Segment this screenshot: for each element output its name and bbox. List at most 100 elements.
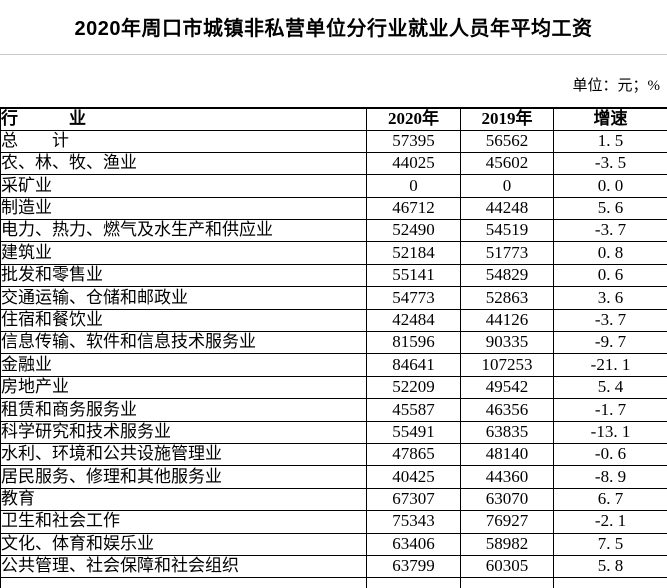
industry-cell: 住宿和餐饮业 xyxy=(0,308,367,333)
table-row: 信息传输、软件和信息技术服务业 81596 90335 -9. 7 xyxy=(0,331,667,355)
table-row: 住宿和餐饮业 42484 44126 -3. 7 xyxy=(0,308,667,333)
growth-cell: -21. 1 xyxy=(553,353,667,377)
table-row: 采矿业 0 0 0. 0 xyxy=(0,174,667,198)
industry-cell: 教育 xyxy=(0,487,367,512)
wage-2019-cell: 52863 xyxy=(460,286,554,310)
wage-2019-cell: 54829 xyxy=(460,263,554,288)
industry-cell: 金融业 xyxy=(0,353,367,377)
wage-2019-cell: 0 xyxy=(460,174,554,198)
industry-cell: 科学研究和技术服务业 xyxy=(0,420,367,444)
growth-cell: 7. 5 xyxy=(553,532,667,556)
industry-cell: 水利、环境和公共设施管理业 xyxy=(0,442,367,467)
growth-cell: 1. 5 xyxy=(553,129,667,153)
growth-cell: 0. 6 xyxy=(553,263,667,288)
table-row: 居民服务、修理和其他服务业 40425 44360 -8. 9 xyxy=(0,465,667,489)
wage-2019-cell: 54519 xyxy=(460,219,554,243)
growth-cell: -3. 7 xyxy=(553,308,667,333)
wage-2020-cell: 42484 xyxy=(366,308,461,333)
wage-2019-cell: 90335 xyxy=(460,331,554,355)
wage-2020-cell: 47865 xyxy=(366,442,461,467)
industry-cell: 卫生和社会工作 xyxy=(0,510,367,534)
wage-2020-cell: 55141 xyxy=(366,263,461,288)
table-row: 农、林、牧、渔业 44025 45602 -3. 5 xyxy=(0,151,667,176)
title-divider xyxy=(0,54,667,55)
wage-2019-cell: 107253 xyxy=(460,353,554,377)
wage-2019-cell: 46356 xyxy=(460,398,554,422)
wage-2020-cell: 75343 xyxy=(366,510,461,534)
unit-label: 单位：元；% xyxy=(572,78,661,94)
wage-2019-cell: 48140 xyxy=(460,442,554,467)
wage-2019-cell: 44360 xyxy=(460,465,554,489)
header-2020: 2020年 xyxy=(366,107,461,131)
wage-2020-cell: 67307 xyxy=(366,487,461,512)
wage-2020-cell: 52209 xyxy=(366,375,461,400)
wage-2020-cell: 40425 xyxy=(366,465,461,489)
industry-cell: 批发和零售业 xyxy=(0,263,367,288)
wage-2020-cell: 63799 xyxy=(366,554,461,579)
wage-2019-cell: 56562 xyxy=(460,129,554,153)
table-header-row: 行 业 2020年 2019年 增速 xyxy=(0,107,667,131)
wage-2019-cell: 63835 xyxy=(460,420,554,444)
growth-cell xyxy=(553,577,667,588)
industry-cell: 制造业 xyxy=(0,196,367,221)
table-row: 文化、体育和娱乐业 63406 58982 7. 5 xyxy=(0,532,667,556)
wage-2020-cell: 44025 xyxy=(366,151,461,176)
growth-cell: 5. 6 xyxy=(553,196,667,221)
industry-cell: 公共管理、社会保障和社会组织 xyxy=(0,554,367,579)
wage-2020-cell: 55491 xyxy=(366,420,461,444)
table-row: 教育 67307 63070 6. 7 xyxy=(0,487,667,512)
wage-2019-cell xyxy=(460,577,554,588)
wage-table: 行 业 2020年 2019年 增速 总 计 57395 56562 1. 5 … xyxy=(0,107,667,588)
table-row: 建筑业 52184 51773 0. 8 xyxy=(0,241,667,265)
table-row: 金融业 84641 107253 -21. 1 xyxy=(0,353,667,377)
growth-cell: 5. 8 xyxy=(553,554,667,579)
wage-2020-cell: 57395 xyxy=(366,129,461,153)
table-row: 租赁和商务服务业 45587 46356 -1. 7 xyxy=(0,398,667,422)
industry-cell: 租赁和商务服务业 xyxy=(0,398,367,422)
wage-2019-cell: 44248 xyxy=(460,196,554,221)
wage-2020-cell: 0 xyxy=(366,174,461,198)
wage-2019-cell: 45602 xyxy=(460,151,554,176)
growth-cell: -3. 5 xyxy=(553,151,667,176)
growth-cell: 6. 7 xyxy=(553,487,667,512)
wage-2020-cell: 46712 xyxy=(366,196,461,221)
wage-2019-cell: 58982 xyxy=(460,532,554,556)
wage-2019-cell: 63070 xyxy=(460,487,554,512)
wage-2019-cell: 76927 xyxy=(460,510,554,534)
growth-cell: -0. 6 xyxy=(553,442,667,467)
wage-2020-cell: 52490 xyxy=(366,219,461,243)
table-row: 房地产业 52209 49542 5. 4 xyxy=(0,375,667,400)
table-row: 水利、环境和公共设施管理业 47865 48140 -0. 6 xyxy=(0,442,667,467)
table-row: 总 计 57395 56562 1. 5 xyxy=(0,129,667,153)
growth-cell: -1. 7 xyxy=(553,398,667,422)
industry-cell: 居民服务、修理和其他服务业 xyxy=(0,465,367,489)
wage-2019-cell: 44126 xyxy=(460,308,554,333)
growth-cell: -9. 7 xyxy=(553,331,667,355)
industry-cell xyxy=(0,577,367,588)
industry-cell: 文化、体育和娱乐业 xyxy=(0,532,367,556)
header-industry: 行 业 xyxy=(0,107,367,131)
growth-cell: 5. 4 xyxy=(553,375,667,400)
wage-2020-cell: 45587 xyxy=(366,398,461,422)
growth-cell: 0. 8 xyxy=(553,241,667,265)
table-row: 制造业 46712 44248 5. 6 xyxy=(0,196,667,221)
header-growth: 增速 xyxy=(553,107,667,131)
growth-cell: 0. 0 xyxy=(553,174,667,198)
wage-2020-cell: 81596 xyxy=(366,331,461,355)
page-title: 2020年周口市城镇非私营单位分行业就业人员年平均工资 xyxy=(74,18,593,40)
wage-2020-cell: 63406 xyxy=(366,532,461,556)
table-row: 卫生和社会工作 75343 76927 -2. 1 xyxy=(0,510,667,534)
wage-2020-cell: 52184 xyxy=(366,241,461,265)
wage-2019-cell: 51773 xyxy=(460,241,554,265)
table-row: 科学研究和技术服务业 55491 63835 -13. 1 xyxy=(0,420,667,444)
industry-cell: 采矿业 xyxy=(0,174,367,198)
table-row: 交通运输、仓储和邮政业 54773 52863 3. 6 xyxy=(0,286,667,310)
industry-cell: 总 计 xyxy=(0,129,367,153)
industry-cell: 信息传输、软件和信息技术服务业 xyxy=(0,331,367,355)
industry-cell: 建筑业 xyxy=(0,241,367,265)
industry-cell: 农、林、牧、渔业 xyxy=(0,151,367,176)
wage-2020-cell xyxy=(366,577,461,588)
industry-cell: 交通运输、仓储和邮政业 xyxy=(0,286,367,310)
growth-cell: -13. 1 xyxy=(553,420,667,444)
